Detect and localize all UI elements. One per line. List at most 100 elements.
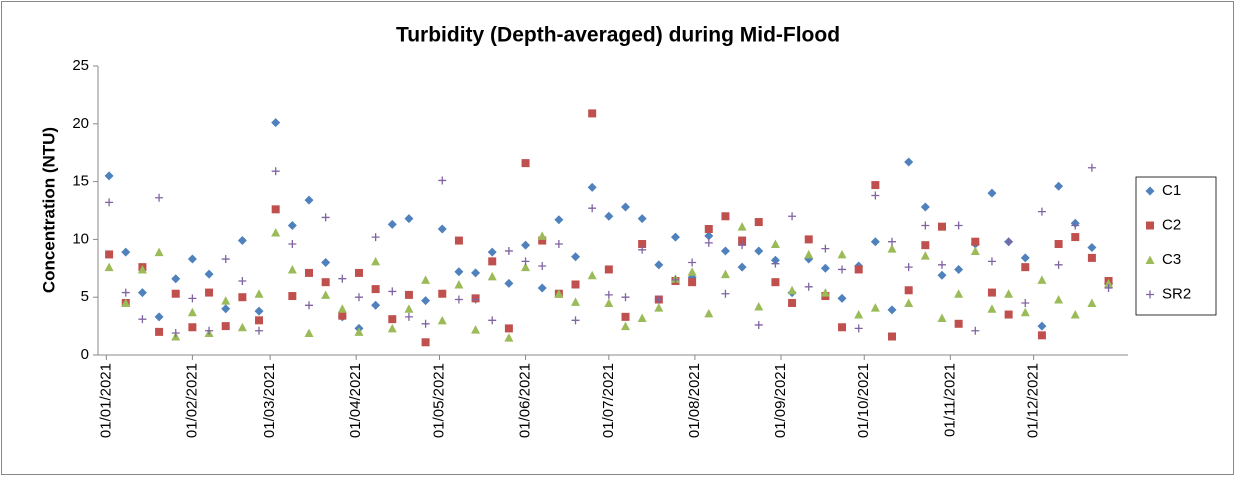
point <box>604 265 613 274</box>
point <box>105 198 114 207</box>
point <box>704 238 713 247</box>
point <box>288 240 297 249</box>
point <box>704 224 713 233</box>
point <box>471 325 481 334</box>
point <box>1020 307 1030 317</box>
point <box>121 298 131 307</box>
point <box>205 326 214 335</box>
point <box>871 191 880 200</box>
point <box>737 262 747 272</box>
point <box>287 264 297 274</box>
point <box>671 275 680 284</box>
point <box>1104 278 1114 288</box>
point <box>321 258 331 268</box>
point <box>670 232 680 242</box>
point <box>304 328 314 338</box>
point <box>271 167 280 176</box>
point <box>121 288 130 297</box>
point <box>804 282 813 291</box>
point <box>371 233 380 242</box>
point <box>221 322 230 331</box>
point <box>1104 283 1113 292</box>
point <box>588 109 597 118</box>
point <box>304 301 313 310</box>
legend-label: C1 <box>1162 182 1181 199</box>
point <box>354 327 364 336</box>
point <box>404 304 414 313</box>
point <box>588 204 597 213</box>
point <box>921 221 930 230</box>
point <box>237 322 247 332</box>
point <box>820 288 830 297</box>
point <box>987 188 997 198</box>
point <box>987 288 996 297</box>
point <box>954 264 964 274</box>
y-tick-label: 0 <box>81 346 89 363</box>
point <box>537 283 547 293</box>
y-tick-label: 5 <box>81 288 89 305</box>
point <box>904 157 914 167</box>
point <box>504 324 513 333</box>
point <box>954 221 963 230</box>
point <box>304 195 314 205</box>
legend-box <box>1135 176 1217 316</box>
point <box>1004 237 1013 246</box>
point <box>454 295 463 304</box>
point <box>554 215 564 225</box>
point <box>204 269 214 279</box>
point <box>538 236 547 245</box>
point <box>587 182 597 192</box>
point <box>371 300 381 310</box>
point <box>354 293 363 302</box>
point <box>904 298 914 307</box>
y-tick-label: 15 <box>72 173 89 190</box>
point <box>854 310 864 319</box>
point <box>304 268 313 277</box>
point <box>487 271 497 281</box>
y-tick-label: 25 <box>72 57 89 74</box>
point <box>921 241 930 250</box>
point <box>688 258 697 267</box>
point <box>237 236 247 246</box>
point <box>221 304 231 314</box>
point <box>404 290 413 299</box>
point <box>1004 310 1013 319</box>
point <box>587 270 597 280</box>
point <box>188 294 197 303</box>
point <box>171 329 180 338</box>
point <box>1037 331 1046 340</box>
point <box>137 288 147 298</box>
point <box>1004 289 1014 298</box>
point <box>538 261 547 270</box>
point <box>1054 260 1063 269</box>
point <box>604 290 613 299</box>
point <box>371 256 381 266</box>
point <box>820 263 830 273</box>
point <box>188 323 197 332</box>
point <box>870 303 880 312</box>
point <box>937 260 946 269</box>
point <box>404 312 413 321</box>
point <box>837 249 847 259</box>
point <box>521 262 531 272</box>
point <box>704 308 714 318</box>
point <box>837 293 847 303</box>
point <box>471 268 481 278</box>
point <box>404 214 414 224</box>
point <box>255 326 264 335</box>
point <box>1071 221 1080 230</box>
point <box>804 249 814 259</box>
point <box>637 313 647 323</box>
point <box>987 257 996 266</box>
point <box>1037 207 1046 216</box>
point <box>638 245 647 254</box>
point <box>738 241 747 250</box>
point <box>571 252 581 262</box>
point <box>754 301 764 311</box>
point <box>205 288 214 297</box>
point <box>620 321 630 331</box>
point <box>437 315 447 325</box>
point <box>804 235 813 244</box>
point <box>854 265 863 274</box>
